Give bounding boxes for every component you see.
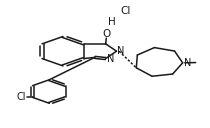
Text: Cl: Cl <box>16 92 26 102</box>
Text: N: N <box>184 58 192 68</box>
Text: H: H <box>109 17 116 27</box>
Text: N: N <box>117 46 124 56</box>
Text: N: N <box>107 54 114 64</box>
Text: Cl: Cl <box>121 6 131 16</box>
Text: O: O <box>102 29 111 39</box>
